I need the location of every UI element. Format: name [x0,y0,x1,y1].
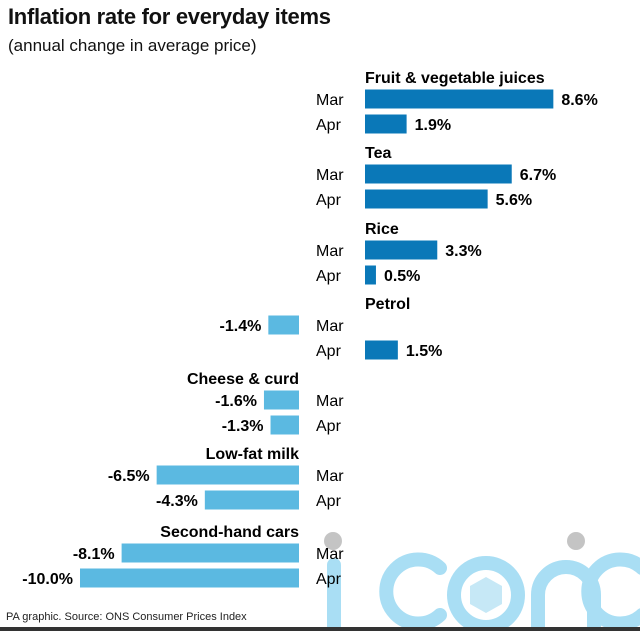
bottom-rule [0,627,640,631]
category-label: Second-hand cars [160,524,299,541]
bar-apr [270,415,299,435]
bar-apr [365,340,398,360]
period-label: Mar [316,468,344,485]
value-label: -1.3% [222,418,264,435]
value-label: 6.7% [520,167,556,184]
value-label: 5.6% [496,192,532,209]
period-label: Apr [316,268,342,285]
bar-mar [156,465,299,485]
bar-apr [365,189,488,209]
period-label: Apr [316,192,342,209]
value-label: 1.5% [406,343,442,360]
value-label: -1.6% [215,393,257,410]
bar-apr [365,265,376,285]
value-label: 1.9% [415,117,451,134]
period-label: Mar [316,393,344,410]
value-label: -4.3% [156,493,198,510]
bar-mar [365,89,554,109]
value-label: -1.4% [220,318,262,335]
bar-mar [365,240,438,260]
category-label: Cheese & curd [187,371,299,388]
source-note: PA graphic. Source: ONS Consumer Prices … [6,611,247,623]
value-label: -6.5% [108,468,150,485]
period-label: Mar [316,546,344,563]
value-label: 3.3% [445,243,481,260]
value-label: -10.0% [22,571,73,588]
category-label: Low-fat milk [206,446,299,463]
value-label: 0.5% [384,268,420,285]
category-label: Fruit & vegetable juices [365,70,545,87]
chart-title: Inflation rate for everyday items [8,4,331,29]
bar-mar [121,543,299,563]
bar-apr [204,490,299,510]
category-label: Tea [365,145,391,162]
period-label: Mar [316,167,344,184]
period-label: Apr [316,493,342,510]
category-label: Rice [365,221,399,238]
category-label: Petrol [365,296,410,313]
period-label: Mar [316,92,344,109]
value-label: 8.6% [561,92,597,109]
period-label: Mar [316,243,344,260]
period-label: Apr [316,571,342,588]
period-label: Apr [316,343,342,360]
bar-apr [365,114,407,134]
chart-subtitle: (annual change in average price) [8,36,257,55]
bar-mar [365,164,512,184]
bar-mar [263,390,299,410]
period-label: Apr [316,117,342,134]
bar-apr [80,568,299,588]
period-label: Mar [316,318,344,335]
value-label: -8.1% [73,546,115,563]
period-label: Apr [316,418,342,435]
bar-mar [268,315,299,335]
